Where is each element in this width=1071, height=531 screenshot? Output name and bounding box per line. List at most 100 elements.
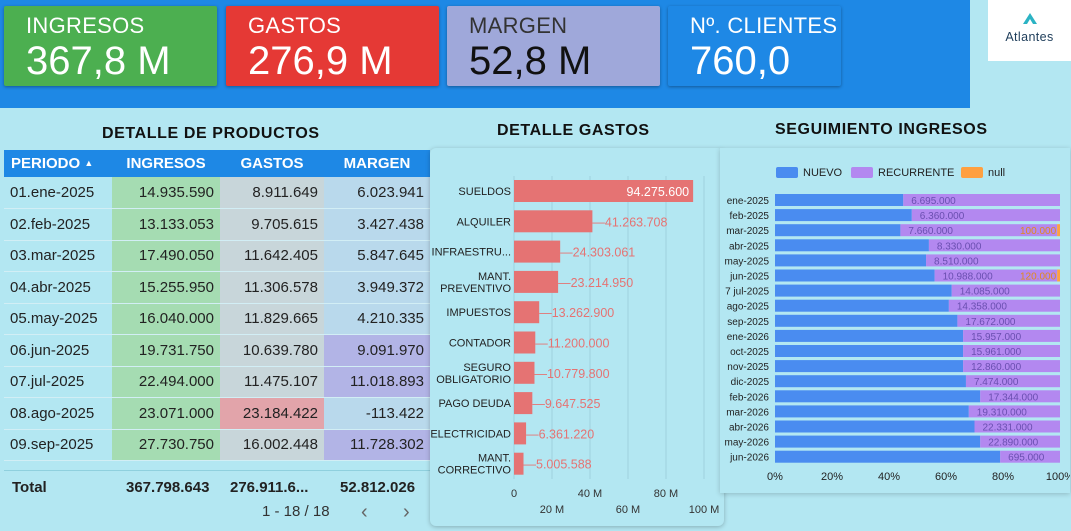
cell-margen: 5.847.645	[324, 240, 430, 272]
category-label: ene-2026	[727, 332, 770, 343]
category-label: ene-2025	[727, 196, 770, 207]
cell-margen: 11.018.893	[324, 366, 430, 398]
bar-segment	[957, 314, 1060, 327]
bar-segment	[968, 405, 1060, 418]
bar	[514, 240, 561, 263]
bar-segment	[775, 390, 981, 403]
data-label: 15.961.000	[971, 347, 1021, 358]
tick-label: 100%	[1046, 471, 1070, 483]
bar-segment	[775, 375, 966, 388]
category-label: may-2025	[725, 256, 770, 267]
bar-segment	[934, 269, 1058, 282]
cell-gastos: 9.705.615	[220, 208, 324, 241]
kpi-label: GASTOS	[248, 13, 342, 38]
chevron-left-icon[interactable]: ‹	[361, 501, 368, 523]
total-label: Total	[12, 479, 47, 496]
income-chart-panel: NUEVO RECURRENTE null ene-2025 6.695.000 feb-…	[720, 148, 1071, 493]
column-header-ingresos[interactable]: INGRESOS	[112, 150, 220, 177]
chevron-right-icon[interactable]: ›	[403, 501, 410, 523]
cell-margen: 11.728.302	[324, 429, 430, 461]
data-label: 7.660.000	[908, 226, 953, 237]
cell-margen: -113.422	[324, 397, 430, 430]
bar-segment	[1057, 224, 1060, 237]
column-header-gastos[interactable]: GASTOS	[220, 150, 324, 177]
column-header-margen[interactable]: MARGEN	[324, 150, 430, 177]
data-label: —10.779.800	[534, 367, 609, 381]
cell-periodo: 08.ago-2025	[4, 397, 112, 430]
table-header-row: PERIODO ▲ INGRESOS GASTOS MARGEN	[4, 150, 430, 177]
bar-segment	[948, 299, 1060, 312]
table-row: 03.mar-2025 17.490.050 11.642.405 5.847.645	[4, 240, 430, 272]
data-label: 6.360.000	[920, 211, 965, 222]
cell-ingresos: 14.935.590	[112, 177, 220, 209]
bar-segment	[963, 329, 1060, 342]
tick-label: 40 M	[578, 488, 602, 500]
cell-margen: 9.091.970	[324, 334, 430, 367]
bar-segment	[980, 435, 1060, 448]
category-label: abr-2026	[729, 423, 769, 434]
table-row: 01.ene-2025 14.935.590 8.911.649 6.023.941	[4, 177, 430, 209]
data-label: —23.214.950	[558, 276, 633, 290]
pagination: 1 - 18 / 18 ‹ ›	[262, 501, 410, 523]
category-label: OBLIGATORIO	[436, 374, 511, 386]
cell-ingresos: 22.494.000	[112, 366, 220, 398]
kpi-label: INGRESOS	[26, 13, 145, 38]
category-label: INFRAESTRU...	[432, 247, 511, 259]
bar	[514, 452, 524, 475]
category-label: 7 jul-2025	[725, 287, 769, 298]
table-row: 09.sep-2025 27.730.750 16.002.448 11.728.30…	[4, 429, 430, 461]
table-row: 02.feb-2025 13.133.053 9.705.615 3.427.438	[4, 208, 430, 241]
data-label: 10.988.000	[943, 272, 993, 283]
bar-segment	[980, 390, 1060, 403]
category-label: SEGURO	[463, 362, 511, 374]
cell-periodo: 01.ene-2025	[4, 177, 112, 209]
cell-margen: 3.949.372	[324, 271, 430, 304]
cell-periodo: 02.feb-2025	[4, 208, 112, 241]
category-label: SUELDOS	[458, 186, 511, 198]
sort-asc-icon: ▲	[84, 158, 94, 168]
logo-text: Atlantes	[1005, 30, 1054, 44]
table-row: 06.jun-2025 19.731.750 10.639.780 9.091.970	[4, 334, 430, 367]
bar-segment	[775, 405, 969, 418]
category-label: mar-2026	[726, 407, 769, 418]
cell-margen: 4.210.335	[324, 303, 430, 335]
cell-ingresos: 23.071.000	[112, 397, 220, 430]
total-margen: 52.812.026	[340, 479, 416, 496]
category-label: MANT.	[478, 453, 511, 465]
data-label: 19.310.000	[977, 407, 1027, 418]
table-row: 04.abr-2025 15.255.950 11.306.578 3.949.372	[4, 271, 430, 304]
legend-swatch	[961, 167, 983, 178]
bar-segment	[775, 269, 935, 282]
category-label: mar-2025	[726, 226, 769, 237]
kpi-label: MARGEN	[469, 13, 568, 38]
tick-label: 100 M	[689, 504, 720, 516]
pagination-text: 1 - 18 / 18	[262, 503, 330, 520]
data-label: 6.695.000	[911, 196, 956, 207]
cell-ingresos: 16.040.000	[112, 303, 220, 335]
bar-segment	[775, 435, 981, 448]
cell-periodo: 07.jul-2025	[4, 366, 112, 398]
tick-label: 40%	[878, 471, 900, 483]
income-title: SEGUIMIENTO INGRESOS	[775, 121, 988, 138]
bar-segment	[903, 194, 1060, 206]
category-label: IMPUESTOS	[446, 307, 511, 319]
bar-segment	[1000, 450, 1060, 463]
data-label: 17.672.000	[965, 317, 1015, 328]
tick-label: 20%	[821, 471, 843, 483]
data-label: 8.510.000	[934, 256, 979, 267]
column-header-periodo[interactable]: PERIODO ▲	[4, 150, 112, 177]
category-label: CONTADOR	[449, 338, 511, 350]
bar	[514, 422, 527, 445]
kpi-card-margen: MARGEN 52,8 M	[447, 6, 660, 86]
data-label: —24.303.061	[560, 246, 635, 260]
tick-label: 60 M	[616, 504, 640, 516]
cell-gastos: 10.639.780	[220, 334, 324, 367]
bar-segment	[775, 450, 1001, 463]
cell-ingresos: 13.133.053	[112, 208, 220, 241]
category-label: nov-2025	[727, 362, 769, 373]
data-label: 8.330.000	[937, 241, 982, 252]
kpi-card-gastos: GASTOS 276,9 M	[226, 6, 439, 86]
data-label: 94.275.600	[627, 185, 690, 199]
bar	[514, 301, 540, 324]
bar-segment	[965, 375, 1060, 388]
